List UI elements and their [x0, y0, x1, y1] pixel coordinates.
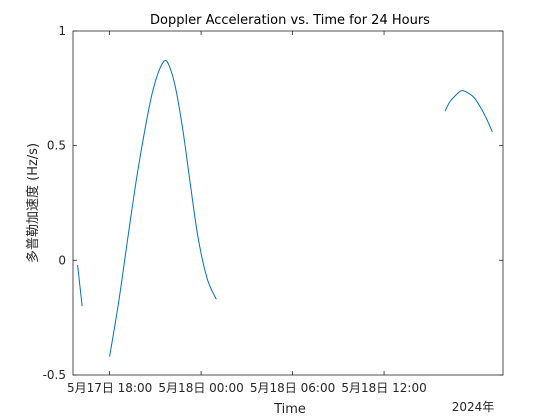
x-tick-label: 5月17日 18:00	[67, 381, 152, 395]
y-tick-label: 0.5	[47, 139, 66, 153]
x-tick-label: 5月18日 12:00	[341, 381, 426, 395]
series-line-segment	[444, 90, 493, 133]
chart-title: Doppler Acceleration vs. Time for 24 Hou…	[150, 13, 430, 28]
series-lines	[77, 59, 493, 357]
x-tick-label: 5月18日 06:00	[250, 381, 335, 395]
x-axis: 5月17日 18:00 5月18日 00:00 5月18日 06:00 5月18日 1…	[67, 31, 427, 395]
x-tick-label: 5月18日 00:00	[158, 381, 243, 395]
y-tick-label: 0	[58, 253, 66, 267]
y-axis: -0.5 0 0.5 1	[43, 24, 503, 382]
x-axis-title: Time	[273, 402, 306, 417]
x-axis-year-label: 2024年	[452, 400, 495, 414]
series-line-segment	[109, 59, 217, 357]
y-tick-label: -0.5	[43, 368, 66, 382]
y-tick-label: 1	[58, 24, 66, 38]
y-axis-title: 多普勒加速度 (Hz/s)	[25, 143, 41, 263]
series-line-segment	[77, 264, 83, 307]
plot-area	[72, 30, 504, 376]
